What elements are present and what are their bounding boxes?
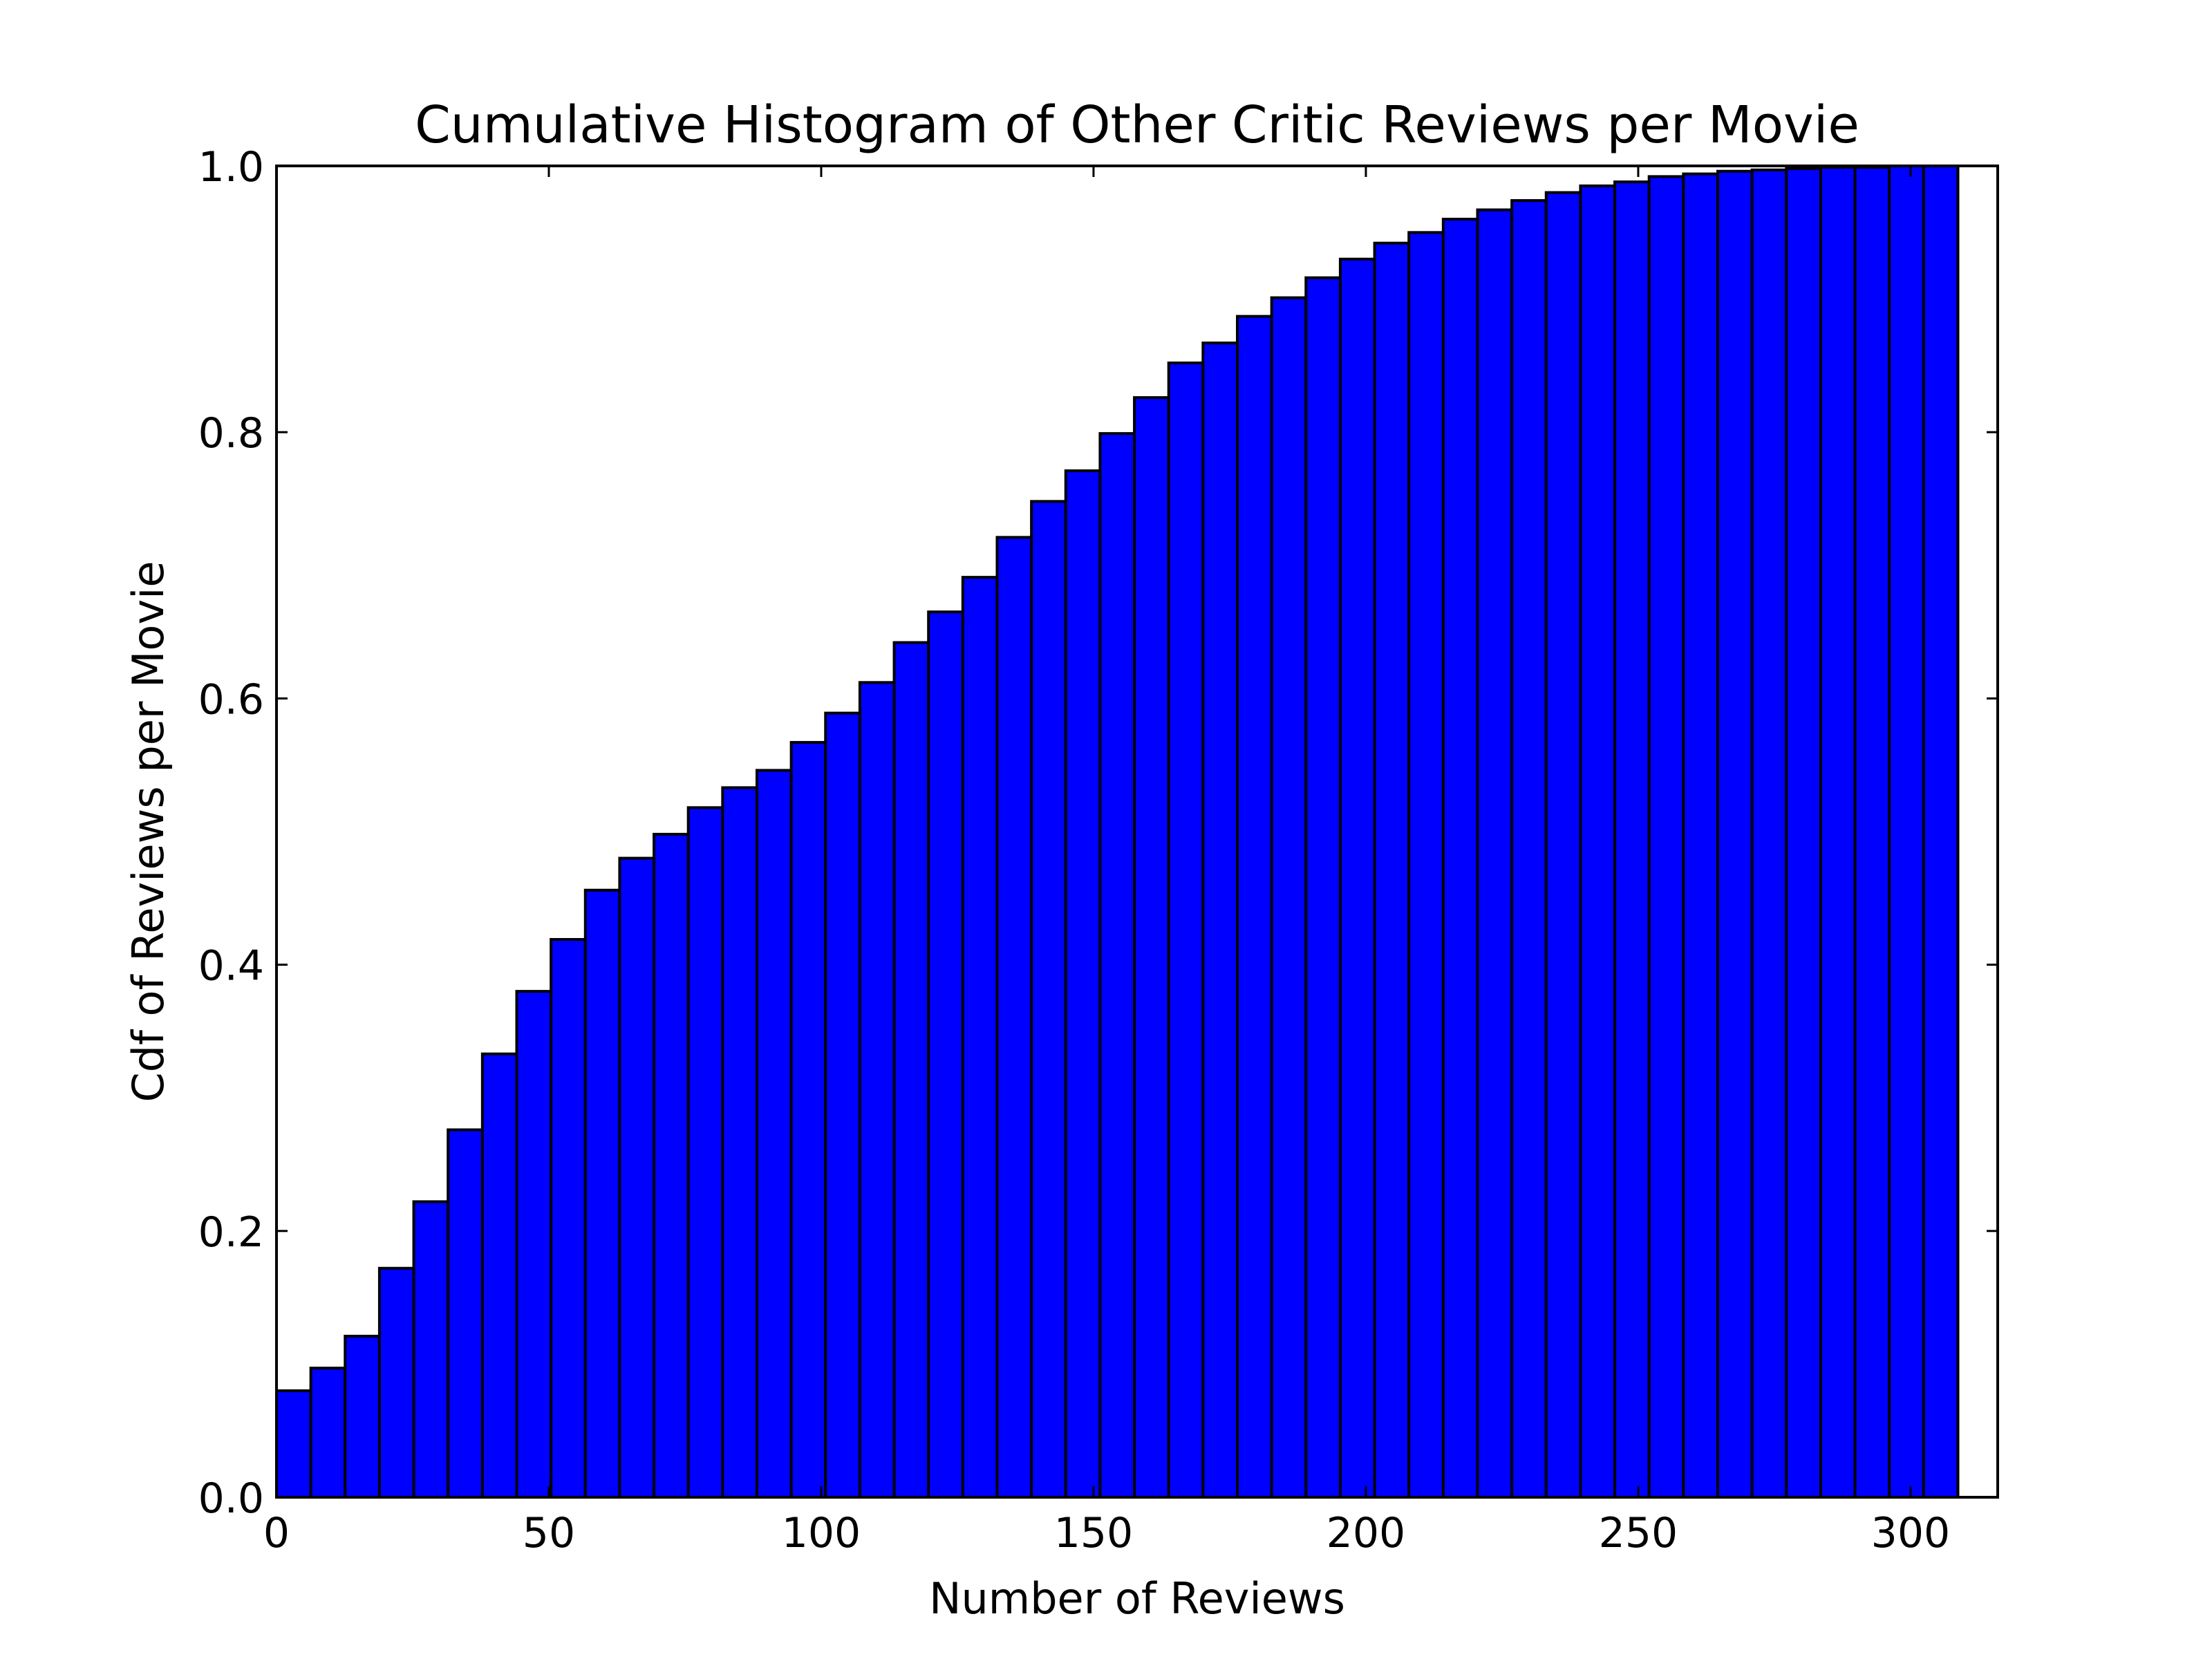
y-tick-label: 0.8 (198, 409, 264, 458)
histogram-bar (480, 1052, 518, 1499)
histogram-bar (1167, 362, 1205, 1499)
y-tick-label: 0.4 (198, 942, 264, 991)
histogram-bar (653, 832, 690, 1499)
histogram-bar (1098, 432, 1136, 1499)
histogram-bar (1544, 191, 1582, 1499)
histogram-bar (412, 1200, 450, 1499)
histogram-bar (721, 786, 758, 1499)
histogram-bar (618, 856, 656, 1499)
histogram-bar (1133, 396, 1170, 1499)
histogram-bar (961, 576, 999, 1499)
histogram-bar (275, 1389, 312, 1499)
histogram-bar (309, 1367, 347, 1499)
x-tick-label: 0 (263, 1509, 290, 1557)
histogram-bar (1853, 165, 1891, 1499)
histogram-bar (344, 1334, 381, 1499)
y-tick-label: 0.6 (198, 675, 264, 724)
histogram-bar (755, 769, 793, 1499)
histogram-bar (1441, 218, 1479, 1499)
histogram-bar (686, 806, 724, 1499)
x-tick-label: 150 (1054, 1509, 1134, 1557)
histogram-bar (1613, 180, 1651, 1499)
y-tick-label: 1.0 (198, 143, 264, 191)
histogram-bar (1647, 175, 1685, 1499)
histogram-bar (1888, 165, 1925, 1499)
histogram-bar (1579, 184, 1617, 1499)
axes-frame (275, 165, 1999, 1499)
histogram-bar (1304, 276, 1342, 1499)
histogram-bar (583, 888, 621, 1499)
histogram-bar (1270, 296, 1308, 1499)
histogram-bar (1510, 199, 1548, 1499)
histogram-bar (789, 740, 827, 1499)
chart-title: Cumulative Histogram of Other Critic Rev… (415, 95, 1859, 155)
histogram-bar (1750, 168, 1788, 1499)
ticks-group: 0 50 100 150 200 250 300 0.0 0.2 0.4 0.6 0.8 1.0 (198, 143, 1998, 1557)
histogram-bar (1373, 241, 1411, 1499)
y-axis-label: Cdf of Reviews per Movie (123, 561, 174, 1102)
histogram-bar (927, 610, 964, 1499)
x-axis-label: Number of Reviews (929, 1573, 1345, 1624)
histogram-bar (824, 711, 861, 1499)
histogram-bar (550, 938, 587, 1499)
histogram-bar (515, 990, 553, 1499)
histogram-bar (1201, 341, 1239, 1499)
histogram-bar (1407, 231, 1445, 1499)
y-tick-label: 0.2 (198, 1208, 264, 1257)
x-tick-label: 100 (782, 1509, 861, 1557)
x-tick-label: 50 (523, 1509, 575, 1557)
x-tick-label: 200 (1327, 1509, 1406, 1557)
histogram-bar (1338, 257, 1376, 1499)
histogram-bar (858, 681, 896, 1499)
y-tick-label: 0.0 (198, 1474, 264, 1523)
histogram-bar (1922, 165, 1960, 1499)
x-tick-label: 250 (1599, 1509, 1678, 1557)
bars-group (275, 165, 1960, 1499)
histogram-bar (1235, 315, 1273, 1499)
x-tick-label: 300 (1871, 1509, 1951, 1557)
histogram-bar (447, 1128, 484, 1499)
histogram-bar (1785, 167, 1822, 1499)
histogram-bar (1030, 500, 1067, 1499)
histogram-bar (1476, 208, 1514, 1499)
histogram-bar (1064, 469, 1102, 1499)
histogram-bar (892, 641, 930, 1499)
histogram-bar (1819, 165, 1857, 1499)
histogram-bar (1682, 172, 1719, 1499)
histogram-bar (377, 1266, 415, 1499)
histogram-bar (995, 536, 1033, 1499)
histogram-bar (1716, 169, 1754, 1499)
